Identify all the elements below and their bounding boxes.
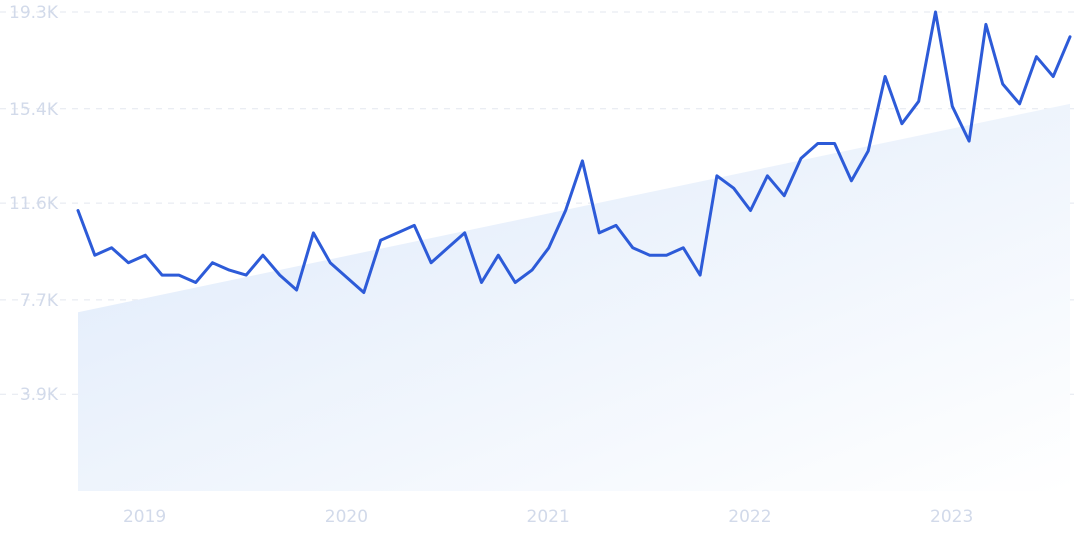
y-tick-label: 7.7K [20,291,59,311]
y-tick-label: 11.6K [9,194,59,214]
y-tick-label: 15.4K [9,100,59,120]
series-line-layer [76,10,1072,294]
y-tick-label: 19.3K [9,3,59,23]
trend-area-fill [78,103,1070,492]
x-tick-label: 2020 [325,507,368,527]
y-axis-tick-labels: 3.9K 7.7K 11.6K 15.4K 19.3K [9,3,59,405]
series-line [76,10,1072,294]
trend-area [78,103,1070,492]
x-tick-label: 2021 [527,507,570,527]
x-tick-label: 2022 [728,507,771,527]
x-tick-label: 2023 [930,507,973,527]
x-axis-tick-labels: 2019 2020 2021 2022 2023 [123,507,973,527]
x-tick-label: 2019 [123,507,166,527]
y-tick-label: 3.9K [20,385,59,405]
